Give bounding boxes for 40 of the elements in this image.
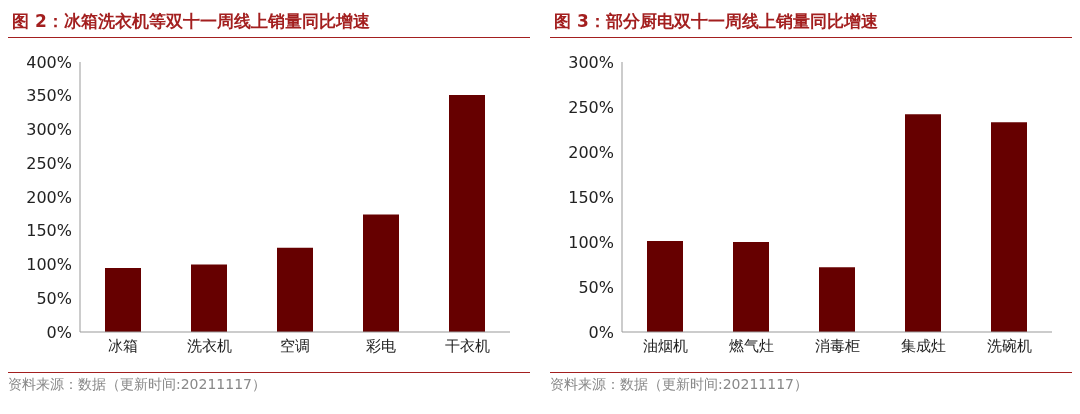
y-tick-label: 150%: [568, 187, 614, 207]
x-tick-label: 洗衣机: [186, 336, 232, 355]
y-tick-label: 300%: [568, 52, 614, 72]
bar: [991, 122, 1027, 332]
x-tick-label: 燃气灶: [728, 336, 774, 355]
y-tick-label: 300%: [26, 120, 72, 140]
bar: [277, 247, 313, 332]
y-tick-label: 400%: [26, 52, 72, 72]
bar: [191, 264, 227, 332]
x-tick-label: 集成灶: [900, 336, 946, 355]
x-tick-label: 油烟机: [642, 336, 688, 355]
bar: [647, 241, 683, 332]
bar: [449, 95, 485, 332]
x-tick-label: 彩电: [366, 336, 396, 355]
y-tick-label: 250%: [568, 97, 614, 117]
bar: [363, 214, 399, 332]
y-tick-label: 0%: [46, 322, 72, 342]
x-tick-label: 空调: [280, 336, 310, 355]
y-tick-label: 0%: [588, 322, 614, 342]
y-tick-label: 50%: [578, 277, 614, 297]
x-tick-label: 洗碗机: [986, 336, 1032, 355]
text: 资料来源：数据（更新时间:20211117）: [8, 372, 530, 394]
y-tick-label: 100%: [26, 255, 72, 275]
y-tick-label: 50%: [36, 288, 72, 308]
y-tick-label: 100%: [568, 232, 614, 252]
bar: [733, 242, 769, 332]
y-tick-label: 150%: [26, 221, 72, 241]
x-tick-label: 干衣机: [444, 336, 490, 355]
text: 资料来源：数据（更新时间:20211117）: [550, 372, 1072, 394]
y-tick-label: 350%: [26, 86, 72, 106]
x-tick-label: 消毒柜: [814, 336, 860, 355]
chart-title: 图 2：冰箱洗衣机等双十一周线上销量同比增速: [8, 8, 530, 38]
y-tick-label: 200%: [568, 142, 614, 162]
bar: [905, 114, 941, 332]
y-tick-label: 250%: [26, 153, 72, 173]
y-tick-label: 200%: [26, 187, 72, 207]
x-tick-label: 冰箱: [108, 336, 138, 355]
chart-title: 图 3：部分厨电双十一周线上销量同比增速: [550, 8, 1072, 38]
bar: [819, 267, 855, 332]
bar: [105, 267, 141, 332]
